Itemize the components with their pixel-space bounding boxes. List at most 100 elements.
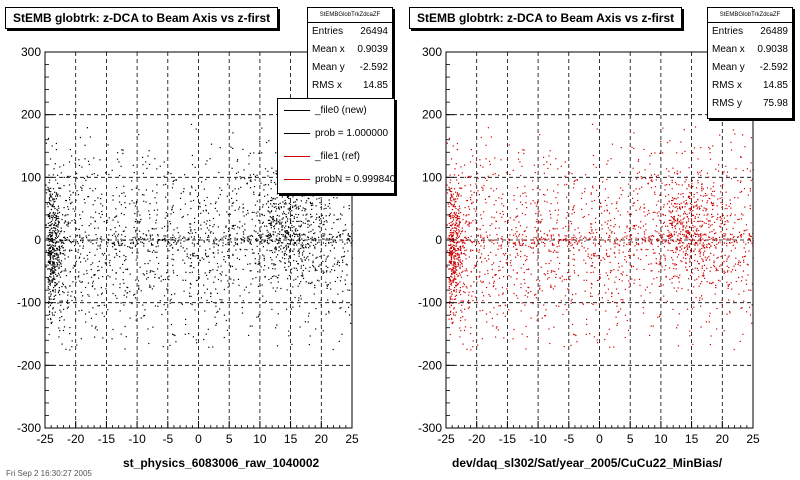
left-scatter-point [282,242,284,244]
right-scatter-point [749,205,751,207]
right-scatter-point [599,239,601,241]
left-scatter-point [52,314,54,316]
left-scatter-point [51,252,53,254]
right-scatter-point [717,198,719,200]
left-scatter-point [262,221,264,223]
left-scatter-point [153,285,155,287]
left-scatter-point [100,198,102,200]
left-scatter-point [94,220,96,222]
right-scatter-point [623,245,625,247]
left-scatter-point [165,183,167,185]
right-scatter-point [539,222,541,224]
left-scatter-point [199,202,201,204]
left-scatter-point [47,237,49,239]
left-scatter-point [308,198,310,200]
right-scatter-point [682,233,684,236]
right-scatter-point [477,235,479,237]
left-scatter-point [299,233,301,235]
left-scatter-point [52,261,54,263]
left-scatter-point [92,307,94,309]
left-scatter-point [307,223,309,225]
left-scatter-point [256,215,258,217]
right-scatter-point [475,265,477,267]
left-scatter-point [291,301,293,303]
left-scatter-point [58,230,60,232]
right-scatter-point [727,238,729,240]
left-scatter-point [303,233,305,235]
left-scatter-point [115,215,117,218]
right-scatter-point [604,240,606,242]
left-scatter-point [138,285,140,287]
right-scatter-point [677,235,679,237]
right-scatter-point [470,222,472,224]
left-scatter-point [285,203,287,205]
right-scatter-point [706,267,708,269]
left-scatter-point [62,214,64,216]
left-scatter-point [349,240,351,242]
left-scatter-point [60,263,62,265]
right-scatter-point [597,342,599,344]
right-scatter-point [479,257,481,259]
right-scatter-point [750,235,752,238]
right-scatter-point [578,241,580,243]
left-scatter-point [291,230,293,232]
right-scatter-point [661,234,663,236]
left-scatter-point [241,225,243,227]
left-scatter-point [237,278,240,280]
right-scatter-point [486,286,488,289]
left-scatter-point [165,235,167,237]
left-scatter-point [236,232,238,235]
right-scatter-point [699,297,701,299]
left-scatter-point [58,221,60,223]
right-scatter-point [682,218,684,220]
left-scatter-point [343,255,345,257]
right-scatter-point [709,344,711,346]
right-scatter-point [566,196,568,198]
right-scatter-point [518,241,520,243]
right-scatter-point [694,267,696,269]
left-scatter-point [209,248,211,250]
left-scatter-point [276,235,278,237]
left-scatter-point [300,247,302,249]
left-scatter-point [190,236,192,238]
left-scatter-point [114,244,116,246]
left-scatter-point [54,245,56,247]
left-scatter-point [217,278,219,281]
right-scatter-point [454,261,456,263]
right-scatter-point [567,245,569,247]
right-scatter-plot: -25 -20 -15 -10 -5 0 5 10 15 20 25-300-200-1000100… [418,45,760,446]
left-scatter-point [56,275,58,277]
left-scatter-point [266,249,268,251]
left-scatter-point [155,228,157,230]
right-scatter-point [672,167,674,169]
right-scatter-point [495,288,497,290]
left-scatter-point [287,246,290,248]
left-scatter-point [63,292,65,294]
left-scatter-point [111,338,113,340]
right-scatter-point [457,215,459,218]
left-scatter-point [167,240,169,243]
right-scatter-point [719,241,721,243]
right-scatter-point [460,262,463,264]
left-scatter-point [168,279,170,281]
right-scatter-point [654,211,656,213]
right-scatter-point [667,235,669,237]
left-scatter-point [186,248,188,250]
left-scatter-point [240,186,242,188]
right-scatter-point [452,231,454,233]
right-scatter-point [671,211,673,213]
right-scatter-point [566,235,568,237]
left-scatter-point [172,183,174,185]
left-scatter-point [51,216,53,219]
left-chart-title: StEMB globtrk: z-DCA to Beam Axis vs z-f… [5,7,279,29]
left-scatter-point [206,220,208,222]
right-scatter-point [682,192,684,195]
left-scatter-point [82,211,84,213]
left-scatter-point [295,233,298,235]
right-scatter-point [689,265,691,268]
left-scatter-point [289,218,291,220]
right-scatter-point [520,201,522,203]
left-scatter-point [56,257,58,259]
left-scatter-point [201,257,203,259]
right-scatter-point [689,234,691,236]
